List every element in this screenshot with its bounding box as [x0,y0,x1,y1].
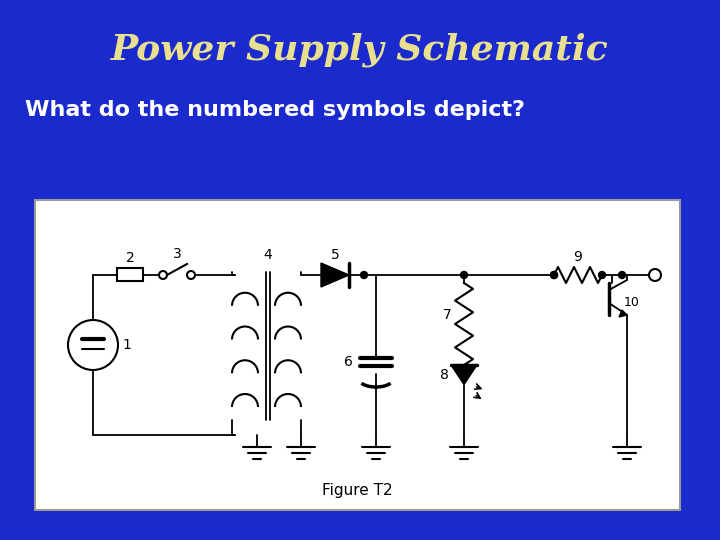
Circle shape [68,320,118,370]
Text: 9: 9 [574,250,582,264]
Polygon shape [619,310,627,317]
Text: 2: 2 [125,251,135,265]
Text: 6: 6 [343,355,352,369]
Circle shape [551,272,557,279]
Circle shape [461,272,467,279]
Polygon shape [321,263,349,287]
Circle shape [159,271,167,279]
Bar [117,268,143,281]
Circle shape [618,272,626,279]
Text: Figure T2: Figure T2 [322,483,393,497]
Text: 4: 4 [264,248,272,262]
Circle shape [361,272,367,279]
Text: 5: 5 [330,248,339,262]
Text: What do the numbered symbols depict?: What do the numbered symbols depict? [25,100,525,120]
Text: 8: 8 [440,368,449,382]
Circle shape [551,272,557,279]
Circle shape [649,269,661,281]
Text: 3: 3 [173,247,181,261]
Text: 10: 10 [624,296,640,309]
Text: 1: 1 [122,338,132,352]
Bar [35,200,680,510]
Circle shape [187,271,195,279]
Polygon shape [451,365,477,384]
Circle shape [598,272,606,279]
Text: 7: 7 [443,308,451,322]
Text: Power Supply Schematic: Power Supply Schematic [111,33,609,68]
